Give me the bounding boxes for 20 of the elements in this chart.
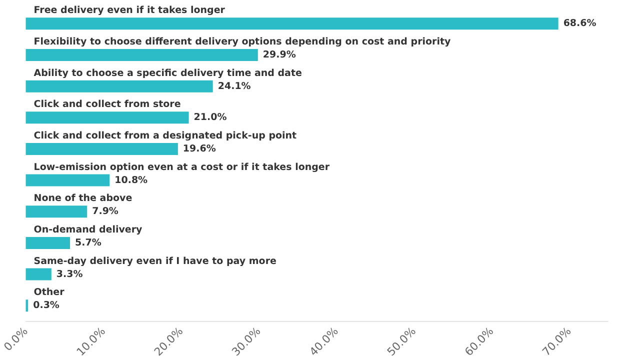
- data-label: 68.6%: [563, 18, 597, 30]
- data-label: 5.7%: [75, 237, 102, 248]
- y-tick-label: Ability to choose a specific delivery time and date: [34, 68, 302, 79]
- data-label: 0.3%: [33, 300, 60, 312]
- y-tick-label: Click and collect from a designated pick-up point: [34, 130, 298, 142]
- data-label: 7.9%: [92, 206, 119, 218]
- data-label: 24.1%: [218, 80, 252, 92]
- y-tick-label: On-demand delivery: [34, 224, 144, 236]
- y-tick-label: Click and collect from store: [34, 99, 181, 110]
- data-label: 10.8%: [114, 174, 148, 186]
- data-label: 21.0%: [194, 112, 228, 124]
- y-tick-label: Free delivery even if it takes longer: [34, 5, 226, 16]
- data-label: 19.6%: [182, 143, 216, 154]
- data-label: 29.9%: [262, 49, 296, 60]
- y-tick-label: Flexibility to choose different delivery options depending on cost and priority: [34, 36, 452, 48]
- y-tick-label: None of the above: [34, 193, 132, 204]
- y-tick-label: Low-emission option even at a cost or if it takes longer: [34, 162, 330, 173]
- y-tick-label: Same-day delivery even if I have to pay more: [34, 256, 276, 267]
- y-tick-label: Other: [34, 287, 65, 298]
- data-label: 3.3%: [56, 268, 84, 280]
